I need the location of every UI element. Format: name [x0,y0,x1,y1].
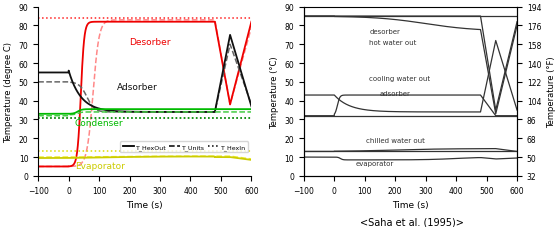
Text: Evaporator: Evaporator [74,162,125,171]
Text: cooling water out: cooling water out [370,76,431,82]
Legend: T_HexOut, T_Units, T_HexIn: T_HexOut, T_Units, T_HexIn [120,142,248,153]
Text: evaporator: evaporator [356,160,394,166]
Text: desorber: desorber [370,29,400,35]
Y-axis label: Temperature (degree C): Temperature (degree C) [4,42,13,142]
Y-axis label: Temperature (°C): Temperature (°C) [270,56,279,128]
X-axis label: Time (s): Time (s) [127,200,163,209]
X-axis label: Time (s): Time (s) [392,200,429,209]
Text: Adsorber: Adsorber [118,83,158,92]
Text: chilled water out: chilled water out [366,137,425,143]
Text: <Saha et al. (1995)>: <Saha et al. (1995)> [360,217,464,227]
Text: adsorber: adsorber [380,91,411,97]
Y-axis label: Temperature (°F): Temperature (°F) [547,56,556,128]
Text: Condenser: Condenser [74,118,123,128]
Text: hot water out: hot water out [370,40,417,46]
Text: Desorber: Desorber [129,38,171,47]
